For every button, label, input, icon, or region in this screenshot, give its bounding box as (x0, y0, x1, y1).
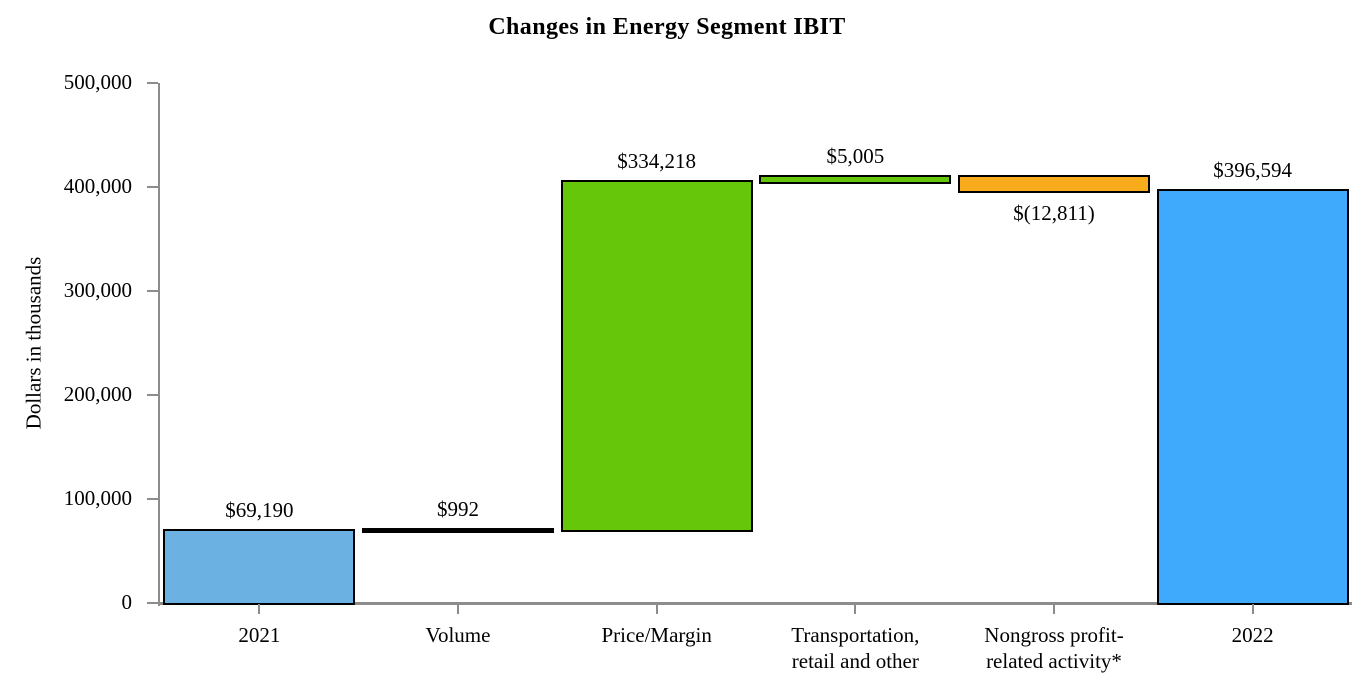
y-axis-tick-label: 300,000 (63, 278, 132, 302)
bar-price-margin-category-label: Price/Margin (537, 622, 777, 648)
category-label-line: related activity* (986, 649, 1122, 673)
x-axis-tick (1053, 604, 1055, 614)
bar-transportation-retail-and-other (759, 175, 952, 185)
bar-nongross-profit-related-activity-value-label: $(12,811) (1013, 200, 1095, 225)
x-axis-tick (854, 604, 857, 614)
y-axis-line (158, 83, 160, 606)
chart-title: Changes in Energy Segment IBIT (488, 14, 846, 40)
bar-2022 (1156, 188, 1349, 605)
category-label-line: retail and other (791, 649, 919, 673)
x-axis-line (158, 602, 1352, 605)
x-axis-tick (457, 604, 459, 614)
bar-volume (362, 528, 554, 534)
bar-2021 (163, 529, 356, 605)
y-axis-tick-label: 100,000 (63, 486, 132, 510)
bar-2021-category-label: 2021 (139, 622, 379, 648)
category-label-line: Nongross profit- (984, 623, 1124, 647)
bar-nongross-profit-related-activity (958, 175, 1150, 193)
x-axis-tick (258, 604, 261, 614)
y-axis-tick-label: 500,000 (63, 70, 132, 94)
category-label-line: Transportation, (791, 623, 920, 647)
category-label-line: Volume (425, 623, 491, 647)
y-axis-tick (147, 394, 158, 396)
bar-2022-category-label: 2022 (1133, 622, 1370, 648)
x-axis-tick (1251, 604, 1254, 614)
y-axis-tick (147, 290, 158, 292)
bar-nongross-profit-related-activity-category-label: Nongross profit-related activity* (934, 622, 1174, 674)
category-label-line: 2021 (238, 623, 281, 647)
y-axis-tick (147, 82, 158, 84)
y-axis-tick-label: 0 (121, 590, 133, 614)
bar-transportation-retail-and-other-value-label: $5,005 (826, 144, 885, 169)
category-label-line: Price/Margin (601, 623, 712, 647)
y-axis-tick-label: 200,000 (63, 382, 132, 406)
bar-price-margin-value-label: $334,218 (617, 149, 697, 174)
x-axis-tick (655, 604, 658, 614)
bar-volume-value-label: $992 (437, 497, 479, 521)
bar-transportation-retail-and-other-category-label: Transportation, retail and other (735, 622, 975, 674)
category-label-line: 2022 (1231, 623, 1274, 647)
bar-2022-value-label: $396,594 (1213, 157, 1293, 182)
y-axis-tick (147, 602, 158, 604)
bar-volume-category-label: Volume (338, 622, 578, 648)
y-axis-tick (147, 186, 158, 188)
bar-2021-value-label: $69,190 (225, 498, 294, 523)
y-axis-tick (147, 498, 158, 500)
y-axis-tick-label: 400,000 (63, 174, 132, 198)
bar-price-margin (560, 180, 753, 532)
